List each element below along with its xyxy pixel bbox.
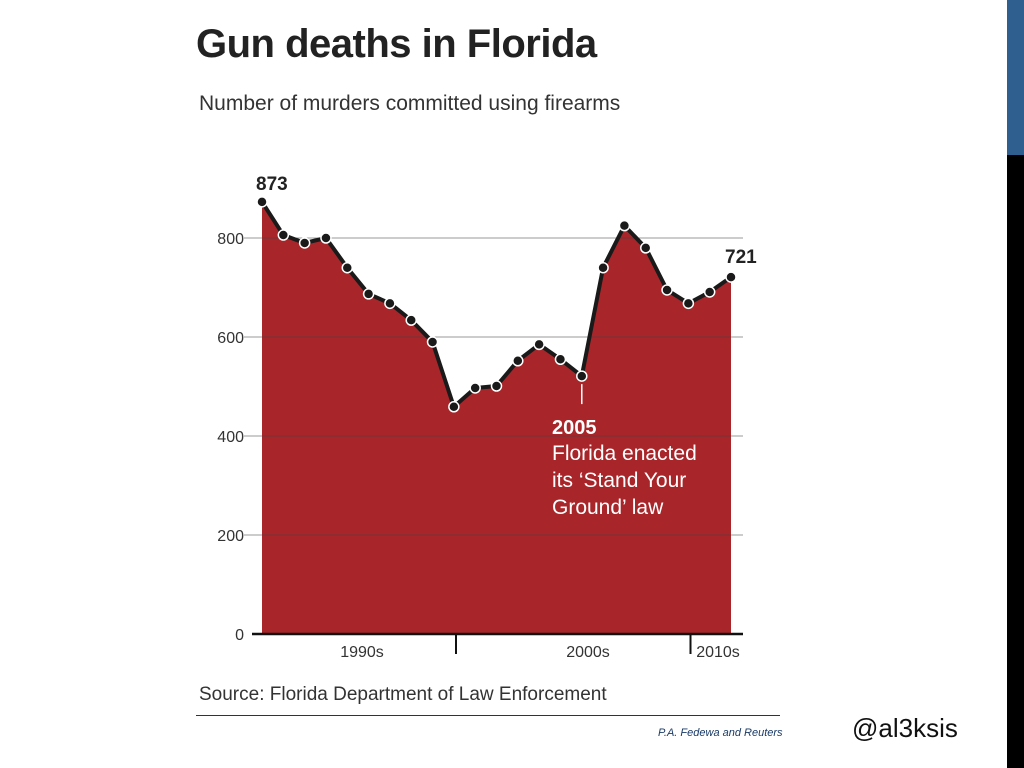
data-point xyxy=(576,370,588,382)
data-point xyxy=(533,338,545,351)
footer-rule xyxy=(196,715,780,716)
data-point xyxy=(384,297,396,310)
data-point xyxy=(639,242,652,254)
data-point xyxy=(320,232,332,244)
data-point xyxy=(405,314,417,326)
data-point xyxy=(661,284,673,296)
y-tick-label: 600 xyxy=(217,330,244,347)
credit-line: P.A. Fedewa and Reuters xyxy=(658,727,783,739)
data-label-first: 873 xyxy=(256,174,288,195)
data-point xyxy=(490,380,503,392)
data-label-last: 721 xyxy=(725,247,757,268)
y-tick-label: 0 xyxy=(235,627,244,644)
data-point xyxy=(341,261,354,274)
data-point xyxy=(362,288,375,300)
data-point xyxy=(725,271,737,283)
slide-sidebar xyxy=(1007,0,1024,768)
data-point xyxy=(512,355,524,367)
data-point xyxy=(554,353,567,366)
y-tick-label: 400 xyxy=(217,429,244,446)
area-fill xyxy=(262,201,731,635)
x-tick-label: 2000s xyxy=(566,644,610,661)
data-point xyxy=(426,336,439,348)
x-tick-label: 1990s xyxy=(340,644,384,661)
sidebar-accent xyxy=(1007,0,1024,155)
chart-title: Gun deaths in Florida xyxy=(196,22,597,66)
annotation-year: 2005 xyxy=(552,417,597,439)
annotation-text: its ‘Stand Your xyxy=(552,469,686,492)
y-tick-label: 200 xyxy=(217,528,244,545)
data-point xyxy=(682,297,695,310)
y-tick-label: 800 xyxy=(217,231,244,248)
source-note: Source: Florida Department of Law Enforc… xyxy=(199,684,607,705)
data-point xyxy=(448,401,460,413)
annotation-text: Ground’ law xyxy=(552,496,664,519)
data-point xyxy=(256,196,268,208)
x-tick-label: 2010s xyxy=(696,644,740,661)
data-point xyxy=(597,261,609,274)
data-point xyxy=(277,229,290,241)
data-point xyxy=(298,237,311,249)
author-handle: @al3ksis xyxy=(852,713,958,743)
annotation-text: Florida enacted xyxy=(552,442,697,465)
data-point xyxy=(703,286,716,298)
data-point xyxy=(469,382,481,394)
chart-subtitle: Number of murders committed using firear… xyxy=(199,92,621,115)
data-point xyxy=(618,219,631,232)
